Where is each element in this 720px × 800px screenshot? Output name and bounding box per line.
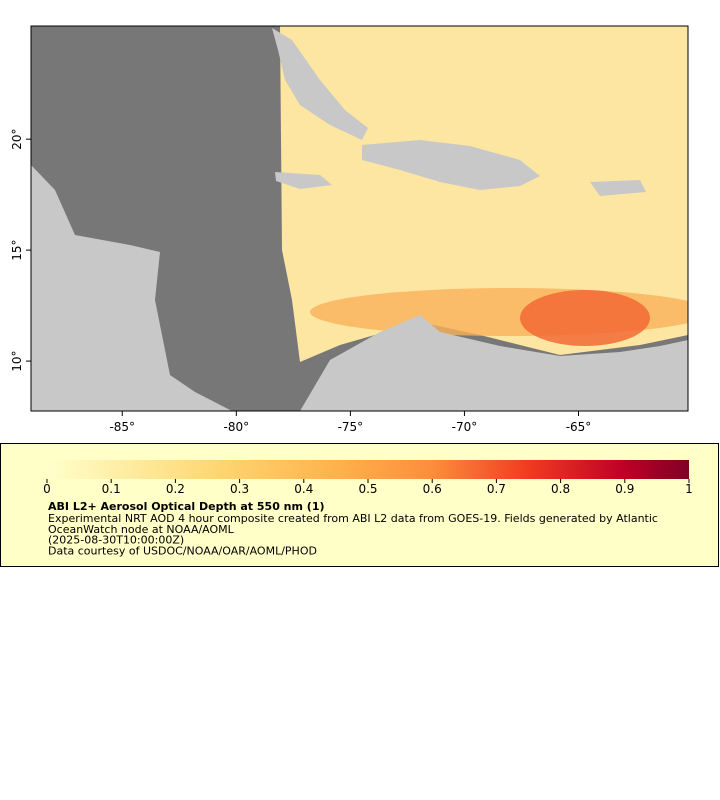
- x-tick-label: -70°: [452, 420, 478, 434]
- colorbar-tick-label: 0.2: [166, 482, 185, 496]
- legend-lines: Experimental NRT AOD 4 hour composite cr…: [48, 512, 658, 557]
- x-tick-label: -75°: [338, 420, 364, 434]
- y-tick-label: 20°: [10, 129, 24, 150]
- legend-line: Experimental NRT AOD 4 hour composite cr…: [48, 512, 658, 525]
- land: [31, 165, 232, 411]
- aerosol-field: [280, 26, 688, 362]
- colorbar-tick-label: 0.8: [551, 482, 570, 496]
- colorbar-tick-label: 0.4: [294, 482, 313, 496]
- colorbar-tick-label: 0.5: [358, 482, 377, 496]
- legend-line: (2025-08-30T10:00:00Z): [48, 534, 184, 547]
- map-frame: [30, 25, 689, 412]
- x-tick-label: -85°: [109, 420, 135, 434]
- colorbar-tick-label: 1: [685, 482, 693, 496]
- colorbar-tick-label: 0.1: [102, 482, 121, 496]
- colorbar-tick-label: 0: [43, 482, 51, 496]
- colorbar-tick-label: 0.9: [615, 482, 634, 496]
- colorbar-tick-label: 0.3: [230, 482, 249, 496]
- colorbar-tick-label: 0.6: [423, 482, 442, 496]
- land: [272, 28, 368, 140]
- y-tick-label: 10°: [10, 350, 24, 371]
- legend-title: ABI L2+ Aerosol Optical Depth at 550 nm …: [48, 500, 325, 513]
- aerosol-plume: [520, 290, 650, 346]
- colorbar: [47, 460, 689, 479]
- legend-line: Data courtesy of USDOC/NOAA/OAR/AOML/PHO…: [48, 544, 317, 557]
- y-tick-label: 15°: [10, 239, 24, 260]
- land: [362, 140, 540, 190]
- legend-line: OceanWatch node at NOAA/AOML: [48, 523, 235, 536]
- x-tick-label: -80°: [224, 420, 250, 434]
- aerosol-band: [310, 288, 688, 336]
- map-area: [31, 26, 688, 411]
- land: [275, 172, 332, 189]
- colorbar-tick-label: 0.7: [487, 482, 506, 496]
- x-tick-label: -65°: [566, 420, 592, 434]
- land: [300, 315, 688, 411]
- land: [590, 180, 646, 196]
